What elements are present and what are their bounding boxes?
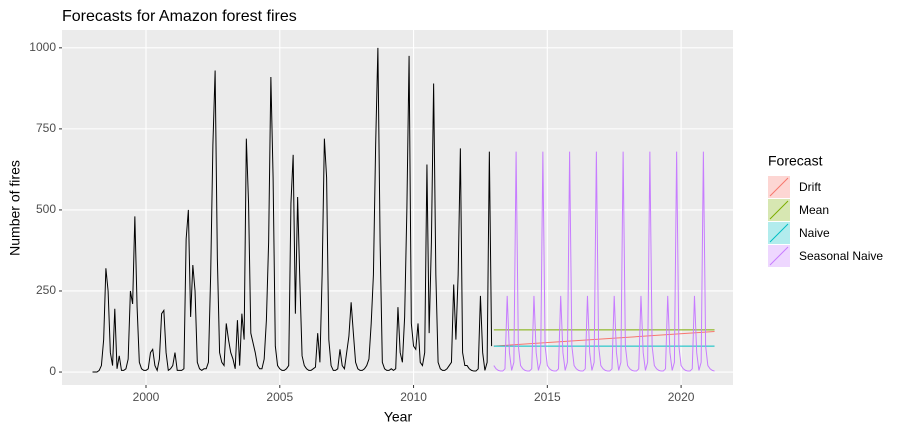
x-tick-label: 2015 xyxy=(534,390,561,404)
legend-label: Seasonal Naive xyxy=(799,249,883,263)
chart-title: Forecasts for Amazon forest fires xyxy=(62,8,297,25)
y-tick-label: 750 xyxy=(36,121,56,135)
y-tick-label: 0 xyxy=(49,364,56,378)
y-tick-label: 1000 xyxy=(29,40,56,54)
legend-label: Mean xyxy=(799,203,829,217)
legend-swatch xyxy=(769,200,789,220)
legend-swatch xyxy=(769,223,789,243)
observed-line xyxy=(92,47,493,373)
x-tick-label: 2005 xyxy=(266,390,293,404)
x-tick-label: 2020 xyxy=(668,390,695,404)
y-tick-label: 250 xyxy=(36,283,56,297)
x-axis-label: Year xyxy=(384,409,413,425)
legend-label: Drift xyxy=(799,180,822,194)
legend-title: Forecast xyxy=(768,153,823,169)
x-tick-label: 2010 xyxy=(400,390,427,404)
forecast-line xyxy=(493,331,715,347)
y-axis-label: Number of fires xyxy=(7,160,23,256)
forecast-line xyxy=(493,151,715,372)
x-tick-label: 2000 xyxy=(133,390,160,404)
y-tick-label: 500 xyxy=(36,202,56,216)
legend-swatch xyxy=(769,246,789,266)
legend-swatch xyxy=(769,177,789,197)
legend-label: Naive xyxy=(799,226,830,240)
